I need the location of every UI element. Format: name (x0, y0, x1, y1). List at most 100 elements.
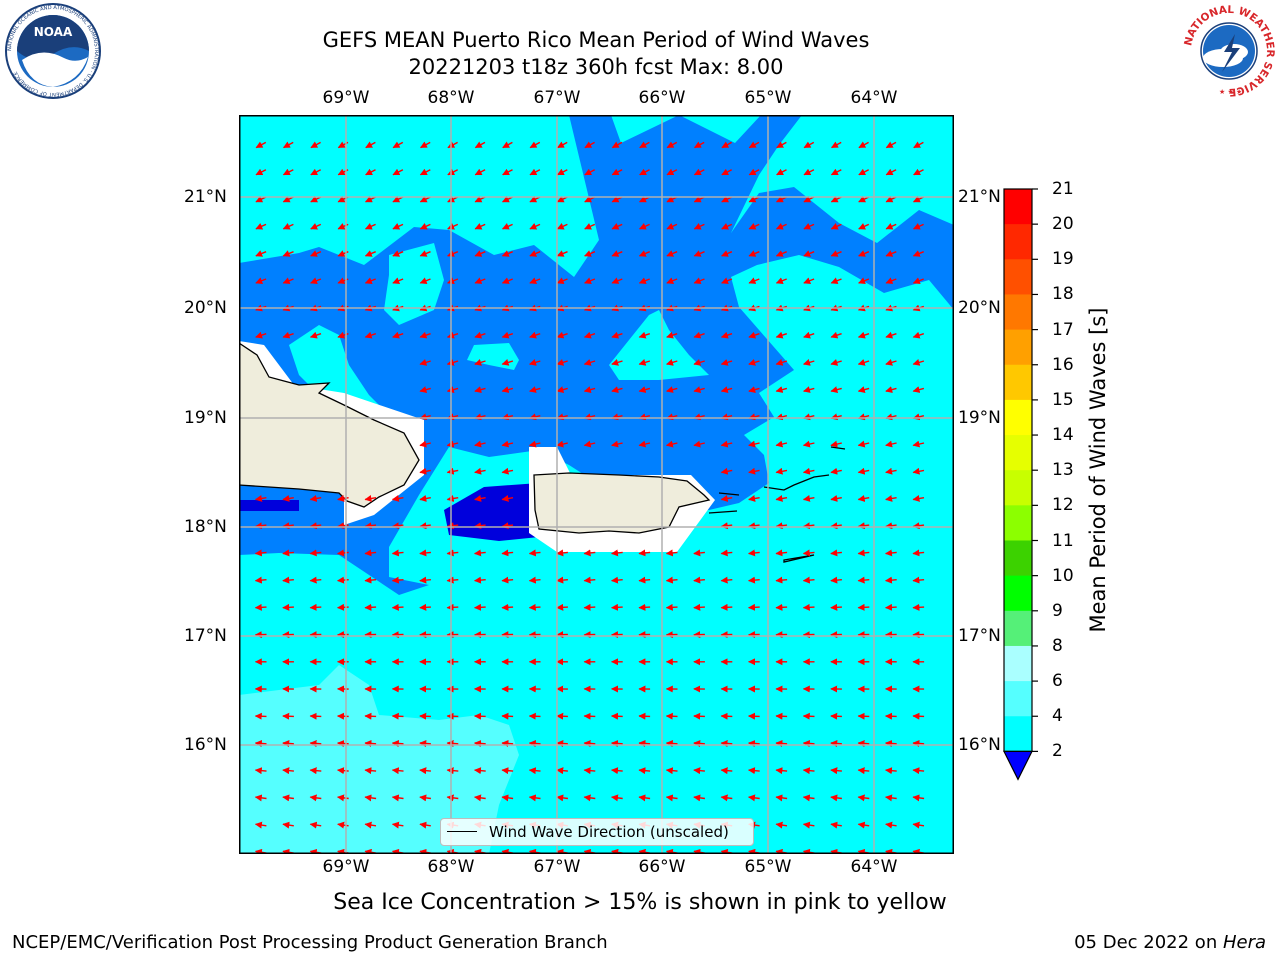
wave-direction-arrow (254, 767, 267, 775)
wave-direction-arrow (775, 549, 788, 557)
wave-direction-arrow (720, 767, 733, 775)
colorbar-segment (1004, 224, 1032, 260)
wave-direction-arrow (419, 495, 431, 502)
colorbar-tick-label: 12 (1052, 495, 1074, 516)
wave-direction-arrow (474, 739, 486, 747)
wave-direction-arrow (666, 141, 678, 149)
wave-direction-arrow (337, 576, 349, 584)
lon-tick-top: 64°W (850, 88, 898, 108)
wave-direction-arrow (748, 223, 760, 230)
wave-direction-arrow (447, 195, 459, 203)
wave-direction-arrow (364, 739, 377, 747)
lat-tick-left: 16°N (184, 735, 227, 755)
wave-direction-arrow (885, 576, 897, 584)
wave-direction-arrow (830, 739, 842, 747)
wave-direction-arrow (419, 250, 431, 257)
wave-direction-arrow (474, 223, 486, 230)
lon-tick-bottom: 65°W (744, 857, 792, 877)
wave-direction-arrow (666, 195, 678, 203)
wave-direction-arrow (693, 168, 705, 176)
wave-direction-arrow (830, 331, 842, 339)
wave-direction-arrow (255, 331, 267, 339)
wave-direction-arrow (748, 359, 760, 366)
lat-tick-right: 21°N (958, 187, 1001, 207)
footer-date-text: 05 Dec 2022 on (1074, 932, 1223, 953)
wave-direction-arrow (501, 603, 514, 611)
wave-direction-arrow (583, 739, 596, 747)
colorbar-segment (1004, 189, 1032, 225)
wave-direction-arrow (583, 359, 596, 366)
wave-direction-arrow (528, 794, 541, 802)
wave-direction-arrow (830, 549, 842, 557)
colorbar-extend-triangle (1003, 750, 1033, 781)
wave-direction-arrow (282, 250, 294, 257)
wave-direction-arrow (830, 277, 842, 284)
lat-tick-right: 19°N (958, 408, 1001, 428)
puerto-rico-land (533, 472, 711, 534)
wave-direction-arrow (419, 195, 431, 203)
colorbar-tick-label: 8 (1052, 635, 1063, 656)
wave-direction-arrow (638, 576, 651, 584)
wave-direction-arrow (666, 386, 678, 393)
wave-direction-arrow (720, 331, 733, 339)
chart-title-line2: 20221203 t18z 360h fcst Max: 8.00 (408, 55, 784, 79)
wave-direction-arrow (611, 794, 623, 802)
wave-direction-arrow (748, 250, 760, 257)
wave-direction-arrow (912, 195, 924, 203)
wave-direction-arrow (282, 549, 294, 557)
wave-direction-arrow (391, 495, 404, 502)
wave-direction-arrow (721, 277, 733, 284)
wave-direction-arrow (721, 195, 733, 203)
wave-direction-arrow (748, 739, 760, 747)
lat-tick-left: 18°N (184, 517, 227, 537)
wave-direction-arrow (501, 767, 514, 775)
wave-direction-arrow (638, 331, 651, 339)
wave-direction-arrow (665, 767, 678, 775)
wave-direction-arrow (474, 767, 486, 775)
wave-direction-arrow (666, 331, 678, 339)
wave-direction-arrow (748, 277, 760, 284)
colorbar-title: Mean Period of Wind Waves [s] (1086, 307, 1110, 633)
wave-direction-arrow (720, 739, 733, 747)
wave-direction-arrow (830, 168, 842, 176)
wave-direction-arrow (474, 386, 486, 393)
wave-direction-arrow (802, 467, 815, 475)
colorbar-tick-label: 14 (1052, 425, 1074, 446)
wave-direction-arrow (748, 331, 760, 339)
wave-direction-arrow (912, 549, 925, 557)
wave-direction-arrow (528, 767, 541, 775)
wave-direction-arrow (748, 549, 760, 557)
wave-direction-arrow (666, 168, 678, 176)
wave-direction-arrow (529, 168, 541, 176)
wave-direction-arrow (583, 767, 596, 775)
wave-direction-arrow (885, 223, 897, 230)
wave-direction-arrow (474, 141, 486, 149)
wave-direction-arrow (529, 141, 541, 149)
wave-direction-arrow (446, 359, 459, 366)
wave-direction-arrow (583, 440, 596, 448)
wave-direction-arrow (885, 141, 897, 149)
wave-direction-arrow (858, 223, 870, 230)
wave-direction-arrow (611, 141, 623, 149)
wave-direction-arrow (803, 250, 815, 257)
wave-direction-arrow (775, 576, 788, 584)
wave-direction-arrow (721, 250, 733, 257)
wave-direction-arrow (912, 440, 925, 448)
wave-direction-arrow (857, 331, 870, 339)
wave-direction-arrow (857, 359, 870, 366)
wave-direction-arrow (365, 168, 376, 176)
wave-direction-arrow (748, 467, 760, 475)
wave-direction-arrow (830, 767, 842, 775)
wave-direction-arrow (802, 576, 815, 584)
wave-direction-arrow (255, 223, 267, 230)
wave-direction-arrow (309, 495, 322, 502)
wave-direction-arrow (721, 223, 733, 230)
map-legend: Wind Wave Direction (unscaled) (440, 818, 754, 846)
wave-direction-arrow (556, 603, 568, 611)
wave-direction-arrow (529, 195, 541, 203)
wave-direction-arrow (830, 467, 842, 475)
wave-direction-arrow (639, 141, 650, 149)
wave-direction-arrow (254, 739, 267, 747)
wave-direction-arrow (447, 277, 459, 284)
wave-direction-arrow (638, 440, 651, 448)
